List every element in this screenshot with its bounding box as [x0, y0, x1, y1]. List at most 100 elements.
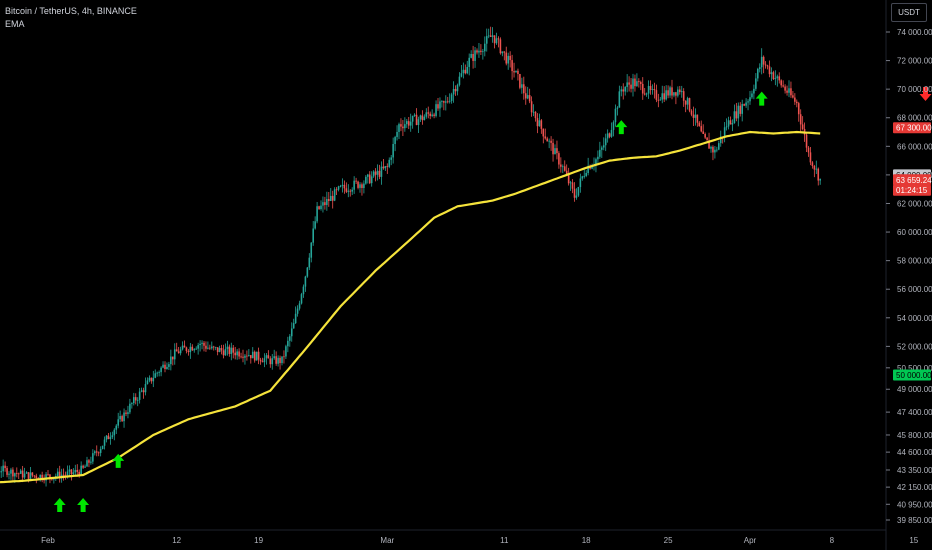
candle-body	[125, 412, 127, 414]
candle-body	[331, 195, 334, 201]
candle-body	[446, 101, 449, 103]
candle-body	[333, 189, 336, 201]
candle-body	[355, 180, 357, 182]
candle-body	[696, 114, 699, 123]
candle-body	[222, 350, 225, 356]
candle-body	[376, 170, 379, 175]
candle-body	[597, 156, 599, 160]
candle-body	[179, 349, 182, 354]
candle-body	[170, 356, 172, 365]
candle-body	[183, 345, 186, 348]
symbol-title[interactable]: Bitcoin / TetherUS, 4h, BINANCE	[5, 6, 137, 16]
candle-body	[320, 205, 322, 210]
candle-body	[569, 182, 572, 184]
candle-body	[398, 124, 400, 132]
candle-body	[285, 346, 287, 357]
candle-body	[714, 149, 716, 153]
candle-body	[349, 190, 352, 192]
price-tick-label: 74 000.00	[897, 28, 932, 37]
candle-body	[719, 136, 722, 144]
candle-body	[359, 184, 361, 188]
price-tick-label: 70 000.00	[897, 85, 932, 94]
candle-body	[138, 391, 141, 400]
candle-body	[343, 184, 346, 189]
currency-button[interactable]: USDT	[891, 3, 927, 22]
candle-body	[164, 364, 166, 369]
candle-body	[474, 50, 476, 61]
candle-body	[554, 148, 556, 155]
price-tick-label: 56 000.00	[897, 285, 932, 294]
candle-body	[329, 195, 332, 202]
candle-body	[374, 171, 377, 175]
candle-body	[768, 66, 771, 75]
candle-body	[345, 188, 348, 192]
price-tick-label: 68 000.00	[897, 114, 932, 123]
candle-body	[300, 294, 303, 304]
candle-body	[526, 95, 529, 99]
candle-body	[168, 364, 170, 367]
candle-body	[64, 474, 67, 476]
candle-body	[745, 102, 747, 106]
candle-body	[290, 328, 293, 337]
candle-body	[489, 35, 492, 37]
candle-body	[90, 461, 92, 463]
candle-body	[747, 101, 749, 103]
candle-body	[563, 166, 566, 171]
buy-signal-up-arrow-icon	[77, 498, 90, 512]
candle-body	[602, 145, 605, 148]
candle-body	[464, 69, 467, 74]
candle-body	[131, 403, 133, 404]
candle-body	[792, 95, 794, 98]
candle-body	[581, 176, 584, 179]
candle-body	[372, 171, 375, 177]
candle-body	[641, 83, 644, 94]
candle-body	[441, 101, 443, 102]
candle-body	[62, 474, 65, 476]
price-label-text: 63 659.24	[896, 176, 932, 185]
candle-body	[66, 471, 69, 476]
candle-body	[731, 123, 734, 125]
candle-body	[692, 114, 695, 118]
candle-body	[94, 451, 96, 454]
candle-body	[111, 435, 114, 438]
candle-body	[211, 346, 213, 349]
price-tick-label: 58 000.00	[897, 257, 932, 266]
candle-body	[41, 474, 43, 480]
candle-body	[573, 188, 576, 198]
candle-body	[511, 60, 513, 72]
candle-body	[294, 313, 297, 324]
candle-body	[694, 114, 697, 118]
price-axis[interactable]: 74 000.00 72 000.00 70 000.00 68 000.00 66 0…	[886, 28, 932, 525]
candle-body	[601, 147, 603, 150]
candle-body	[690, 110, 693, 115]
price-tick-label: 45 800.00	[897, 431, 932, 440]
candle-body	[552, 142, 554, 155]
candle-body	[232, 347, 235, 353]
indicator-ema-label[interactable]: EMA	[5, 19, 25, 29]
candle-body	[16, 473, 18, 474]
candle-body	[109, 437, 112, 440]
candle-body	[562, 166, 564, 168]
candle-body	[304, 276, 307, 287]
candle-body	[292, 323, 295, 329]
candle-body	[265, 355, 268, 359]
candle-body	[577, 186, 580, 196]
candle-body	[482, 51, 484, 53]
candle-body	[306, 267, 309, 277]
candle-body	[612, 122, 615, 130]
candle-body	[718, 143, 720, 150]
time-axis[interactable]: Feb1219Mar111825Apr81522May13	[41, 536, 932, 545]
candle-body	[704, 133, 706, 138]
candle-body	[456, 84, 459, 92]
candle-body	[452, 89, 455, 95]
candle-body	[534, 111, 537, 119]
candle-body	[599, 149, 601, 157]
candle-body	[14, 473, 16, 477]
candle-body	[279, 357, 281, 364]
candle-body	[645, 93, 648, 95]
candle-body	[571, 182, 574, 189]
candle-body	[238, 351, 240, 357]
candle-body	[181, 345, 184, 350]
candle-body	[733, 111, 736, 124]
